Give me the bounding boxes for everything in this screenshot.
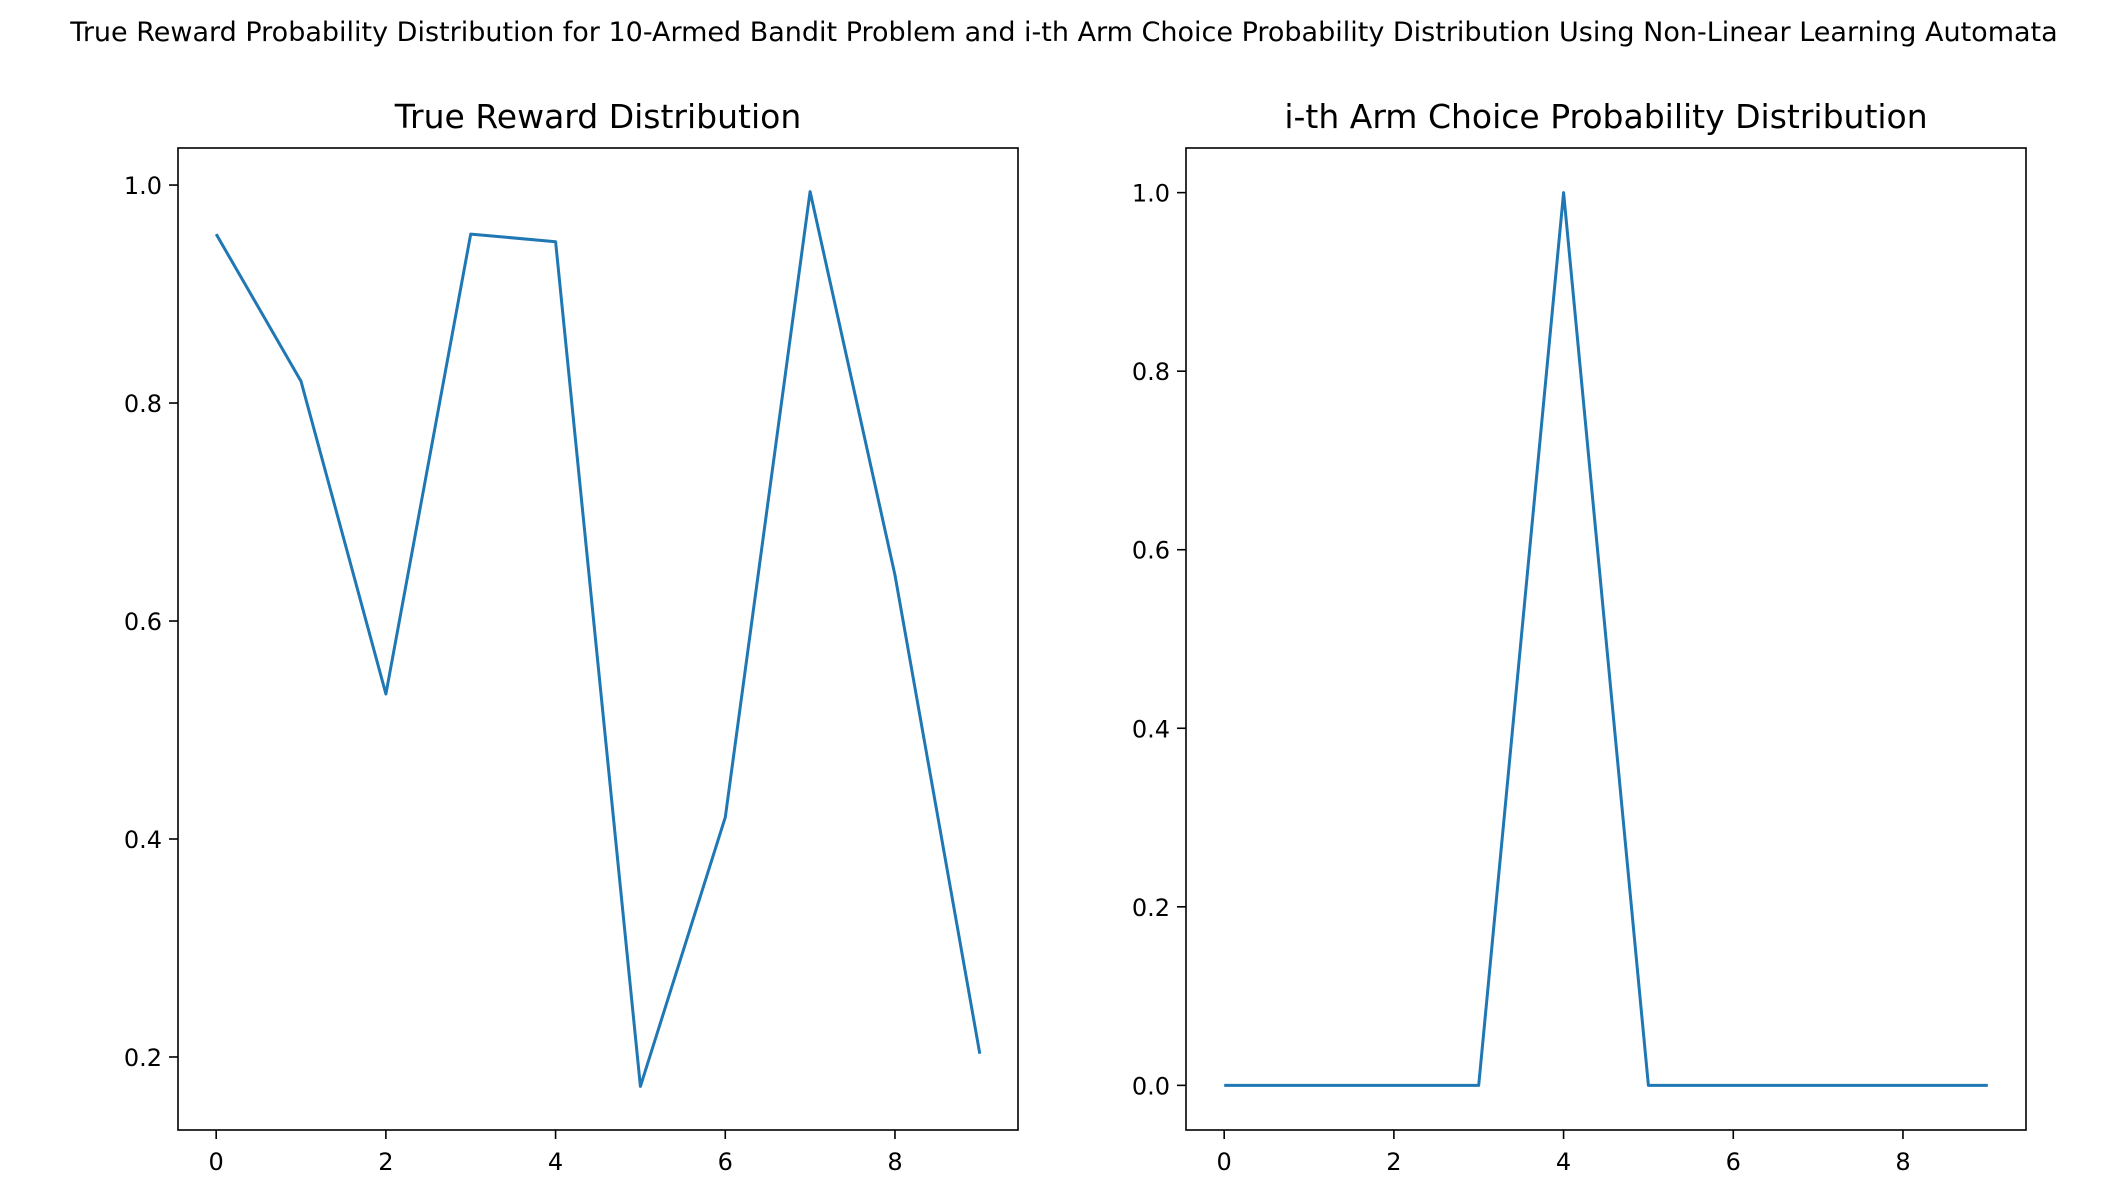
- chart-title: i-th Arm Choice Probability Distribution: [1284, 97, 1927, 136]
- x-tick-label: 4: [548, 1148, 563, 1176]
- y-tick-label: 0.8: [124, 390, 162, 418]
- axis-ticks: 0 2 4 6 8 0.0 0.2 0.4 0.6 0.8 1.0: [1132, 180, 1911, 1176]
- y-tick-label: 0.6: [124, 608, 162, 636]
- plot-frame: [177, 147, 1019, 1131]
- y-tick-label: 0.8: [1132, 358, 1170, 386]
- y-tick-label: 0.2: [124, 1044, 162, 1072]
- x-tick-label: 2: [378, 1148, 393, 1176]
- y-tick-label: 0.0: [1132, 1072, 1170, 1100]
- chart-true-reward-distribution: True Reward Distribution 0 2 4 6 80.20.40.60…: [124, 97, 1019, 1176]
- chart-title: True Reward Distribution: [394, 97, 802, 136]
- y-tick-label: 0.4: [1132, 715, 1170, 743]
- plot-frame: [1185, 147, 2027, 1131]
- x-tick-label: 2: [1386, 1148, 1401, 1176]
- x-tick-label: 0: [1217, 1148, 1232, 1176]
- figure-title: True Reward Probability Distribution for…: [69, 17, 2057, 48]
- y-tick-label: 0.2: [1132, 894, 1170, 922]
- series-line: [1224, 191, 1988, 1087]
- y-tick-label: 1.0: [1132, 180, 1170, 208]
- chart-arm-choice-probability-distribution: i-th Arm Choice Probability Distribution…: [1132, 97, 2027, 1176]
- series-group: [214, 190, 982, 1088]
- y-tick-label: 0.4: [124, 826, 162, 854]
- axis-ticks: 0 2 4 6 8 0.2 0.4 0.6 0.8 1.0: [124, 172, 903, 1176]
- y-tick-label: 1.0: [124, 172, 162, 200]
- y-tick-label: 0.6: [1132, 537, 1170, 565]
- x-tick-label: 0: [209, 1148, 224, 1176]
- series-line: [214, 190, 982, 1088]
- x-tick-label: 8: [887, 1148, 902, 1176]
- series-group: [1224, 191, 1988, 1087]
- x-tick-label: 8: [1895, 1148, 1910, 1176]
- x-tick-label: 4: [1556, 1148, 1571, 1176]
- x-tick-label: 6: [718, 1148, 733, 1176]
- x-tick-label: 6: [1726, 1148, 1741, 1176]
